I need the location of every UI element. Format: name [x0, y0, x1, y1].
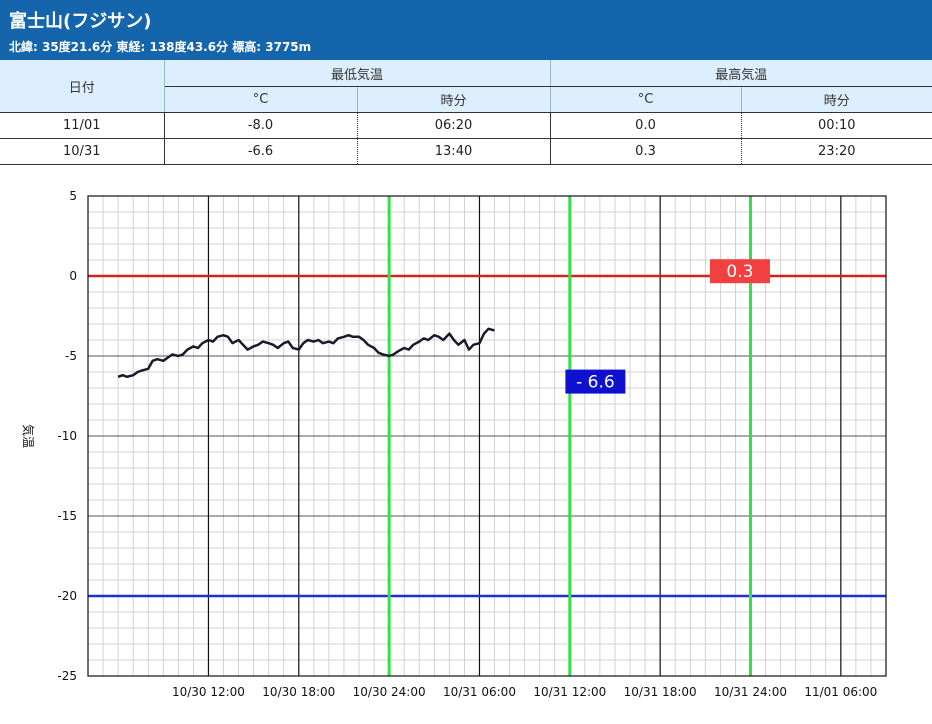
max-unit-c: °C [550, 86, 742, 113]
y-tick-label: 0 [69, 269, 77, 283]
min-value-label-text: - 6.6 [576, 373, 615, 393]
row-max-time: 00:10 [741, 112, 932, 139]
row-max-c: 0.0 [550, 112, 742, 139]
y-tick-label: 5 [69, 189, 77, 203]
plot-border [87, 195, 887, 677]
row-min-time: 13:40 [357, 138, 551, 165]
x-tick-label: 10/31 18:00 [624, 685, 697, 699]
table-row: 11/01 -8.0 06:20 0.0 00:10 [0, 112, 932, 139]
temperature-table: 日付 最低気温 最高気温 °C 時分 °C 時分 11/01 -8.0 06:2… [0, 60, 932, 165]
min-unit-c: °C [164, 86, 358, 113]
row-min-c: -8.0 [164, 112, 358, 139]
temperature-chart: 5 0 -5 -10 -15 -20 -25 10/30 12:00 10/30 18:00 10… [21, 189, 887, 699]
y-tick-label: -25 [57, 669, 77, 683]
x-tick-label: 10/30 18:00 [262, 685, 335, 699]
min-unit-time: 時分 [357, 86, 551, 113]
y-axis-label: 気温 [21, 424, 36, 448]
row-date: 10/31 [0, 138, 165, 165]
station-header: 富士山(フジサン) 北緯: 35度21.6分 東経: 138度43.6分 標高:… [0, 0, 932, 60]
date-header: 日付 [0, 60, 165, 113]
y-tick-label: -10 [57, 429, 77, 443]
y-tick-label: -20 [57, 589, 77, 603]
max-unit-time: 時分 [741, 86, 932, 113]
x-tick-label: 11/01 06:00 [804, 685, 877, 699]
max-temp-header: 最高気温 [550, 60, 932, 87]
table-row: 10/31 -6.6 13:40 0.3 23:20 [0, 138, 932, 165]
station-coordinates: 北緯: 35度21.6分 東経: 138度43.6分 標高: 3775m [9, 40, 312, 54]
row-max-time: 23:20 [741, 138, 932, 165]
row-min-time: 06:20 [357, 112, 551, 139]
x-tick-label: 10/31 12:00 [533, 685, 606, 699]
min-value-label-box [565, 369, 626, 394]
x-tick-label: 10/31 24:00 [714, 685, 787, 699]
max-value-label-box [709, 259, 770, 284]
x-tick-label: 10/30 12:00 [172, 685, 245, 699]
row-min-c: -6.6 [164, 138, 358, 165]
max-value-label-text: 0.3 [726, 262, 753, 282]
temperature-series-line [117, 327, 495, 379]
row-date: 11/01 [0, 112, 165, 139]
station-title: 富士山(フジサン) [9, 11, 152, 32]
y-tick-label: -15 [57, 509, 77, 523]
x-tick-label: 10/30 24:00 [353, 685, 426, 699]
min-temp-header: 最低気温 [164, 60, 551, 87]
row-max-c: 0.3 [550, 138, 742, 165]
x-tick-label: 10/31 06:00 [443, 685, 516, 699]
y-tick-label: -5 [65, 349, 77, 363]
